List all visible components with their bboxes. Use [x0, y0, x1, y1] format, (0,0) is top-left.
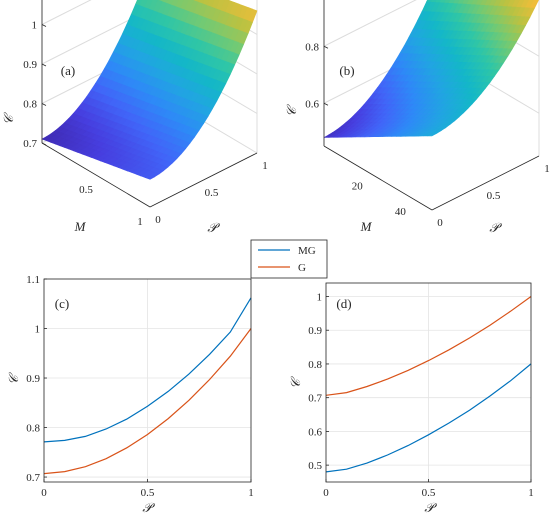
m-tick-label: 20 — [352, 181, 364, 193]
p-tick-label: 0.5 — [205, 187, 219, 199]
legend-g-label: G — [298, 262, 306, 274]
y-axis-label: 𝒞 — [6, 372, 21, 385]
y-tick-label: 1 — [317, 291, 323, 303]
m-axis-line — [41, 142, 151, 208]
series-line-g — [43, 328, 252, 475]
z-tick — [41, 63, 47, 67]
z-tick — [323, 45, 329, 49]
surface-patch — [427, 133, 437, 137]
p-axis-line — [431, 155, 540, 211]
y-tick-label: 0.9 — [26, 373, 40, 385]
y-tick-label: 0.5 — [308, 460, 322, 472]
y-tick-label: 0.9 — [308, 325, 322, 337]
z-tick — [41, 24, 47, 27]
y-tick-label: 1.1 — [26, 274, 40, 286]
z-tick-label: 0.6 — [305, 98, 319, 110]
y-tick-label: 1 — [35, 324, 41, 336]
surface-mesh — [323, 0, 539, 138]
panel-label: (c) — [55, 296, 69, 311]
y-tick-label: 0.8 — [26, 423, 40, 435]
ticks: 0 0.5 1 0.5 0.6 0.7 0.8 0.9 1 — [308, 291, 534, 499]
y-tick-label: 0.7 — [308, 393, 322, 405]
series-lines — [43, 297, 252, 475]
p-axis-label: 𝒫 — [489, 220, 502, 235]
z-tick — [41, 103, 47, 106]
p-tick-label: 1 — [544, 163, 550, 175]
y-tick-label: 0.6 — [308, 426, 322, 438]
c-axis-label: 𝒞 — [1, 112, 16, 125]
panel-c-line-plot: 0 0.5 1 0.7 0.8 0.9 1 1.1 (c) 𝒫 𝒞 — [6, 274, 254, 515]
m-axis-label: M — [360, 219, 373, 234]
z-tick-label: 0.8 — [305, 41, 319, 53]
p-axis-label: 𝒫 — [207, 220, 220, 235]
x-axis-label: 𝒫 — [424, 500, 437, 515]
x-tick-label: 0.5 — [141, 487, 155, 499]
m-axis-label: M — [74, 219, 87, 234]
x-tick-label: 0 — [323, 487, 329, 499]
m-tick-label: 0.5 — [79, 184, 93, 196]
legend-box — [250, 239, 328, 279]
panel-label: (a) — [61, 63, 75, 78]
m-axis-line — [323, 145, 433, 211]
panel-d-line-plot: 0 0.5 1 0.5 0.6 0.7 0.8 0.9 1 (d) 𝒫 𝒞 — [288, 282, 534, 515]
panel-label: (d) — [336, 296, 351, 311]
x-tick-label: 0 — [41, 487, 47, 499]
legend: MG G — [250, 239, 328, 279]
y-tick-label: 0.7 — [26, 472, 40, 484]
panel-a-surface-plot: 0.70.80.911.100.510.51(a)𝒫M𝒞 — [1, 0, 268, 235]
ticks: 0 0.5 1 0.7 0.8 0.9 1 1.1 — [26, 274, 254, 499]
p-tick-label: 1 — [262, 160, 268, 172]
p-axis-line — [149, 152, 258, 208]
series-line-mg — [43, 297, 252, 443]
c-axis-label: 𝒞 — [284, 104, 299, 117]
m-tick-label: 1 — [137, 216, 143, 228]
z-tick-label: 0.7 — [23, 138, 37, 150]
p-tick-label: 0 — [155, 214, 161, 226]
legend-mg-label: MG — [298, 245, 316, 257]
y-tick-label: 0.8 — [308, 359, 322, 371]
z-tick — [41, 142, 47, 146]
p-tick-label: 0 — [437, 217, 443, 229]
m-tick-label: 40 — [395, 206, 407, 218]
series-lines — [325, 296, 532, 473]
x-axis-label: 𝒫 — [142, 500, 155, 515]
panel-label: (b) — [339, 63, 354, 78]
z-tick-label: 0.9 — [23, 59, 37, 71]
series-line-g — [325, 296, 532, 396]
z-tick-label: 0.8 — [23, 99, 37, 111]
y-axis-label: 𝒞 — [288, 376, 303, 389]
p-tick-label: 0.5 — [487, 190, 501, 202]
x-tick-label: 0.5 — [422, 487, 436, 499]
surface-axes: 0.70.80.911.100.510.51 — [23, 0, 268, 228]
surface-patch — [144, 174, 156, 180]
z-tick — [323, 102, 329, 106]
series-line-mg — [325, 363, 532, 473]
z-tick-label: 1 — [32, 20, 38, 32]
x-tick-label: 1 — [528, 487, 534, 499]
x-tick-label: 1 — [248, 487, 254, 499]
surface-mesh — [41, 0, 258, 180]
